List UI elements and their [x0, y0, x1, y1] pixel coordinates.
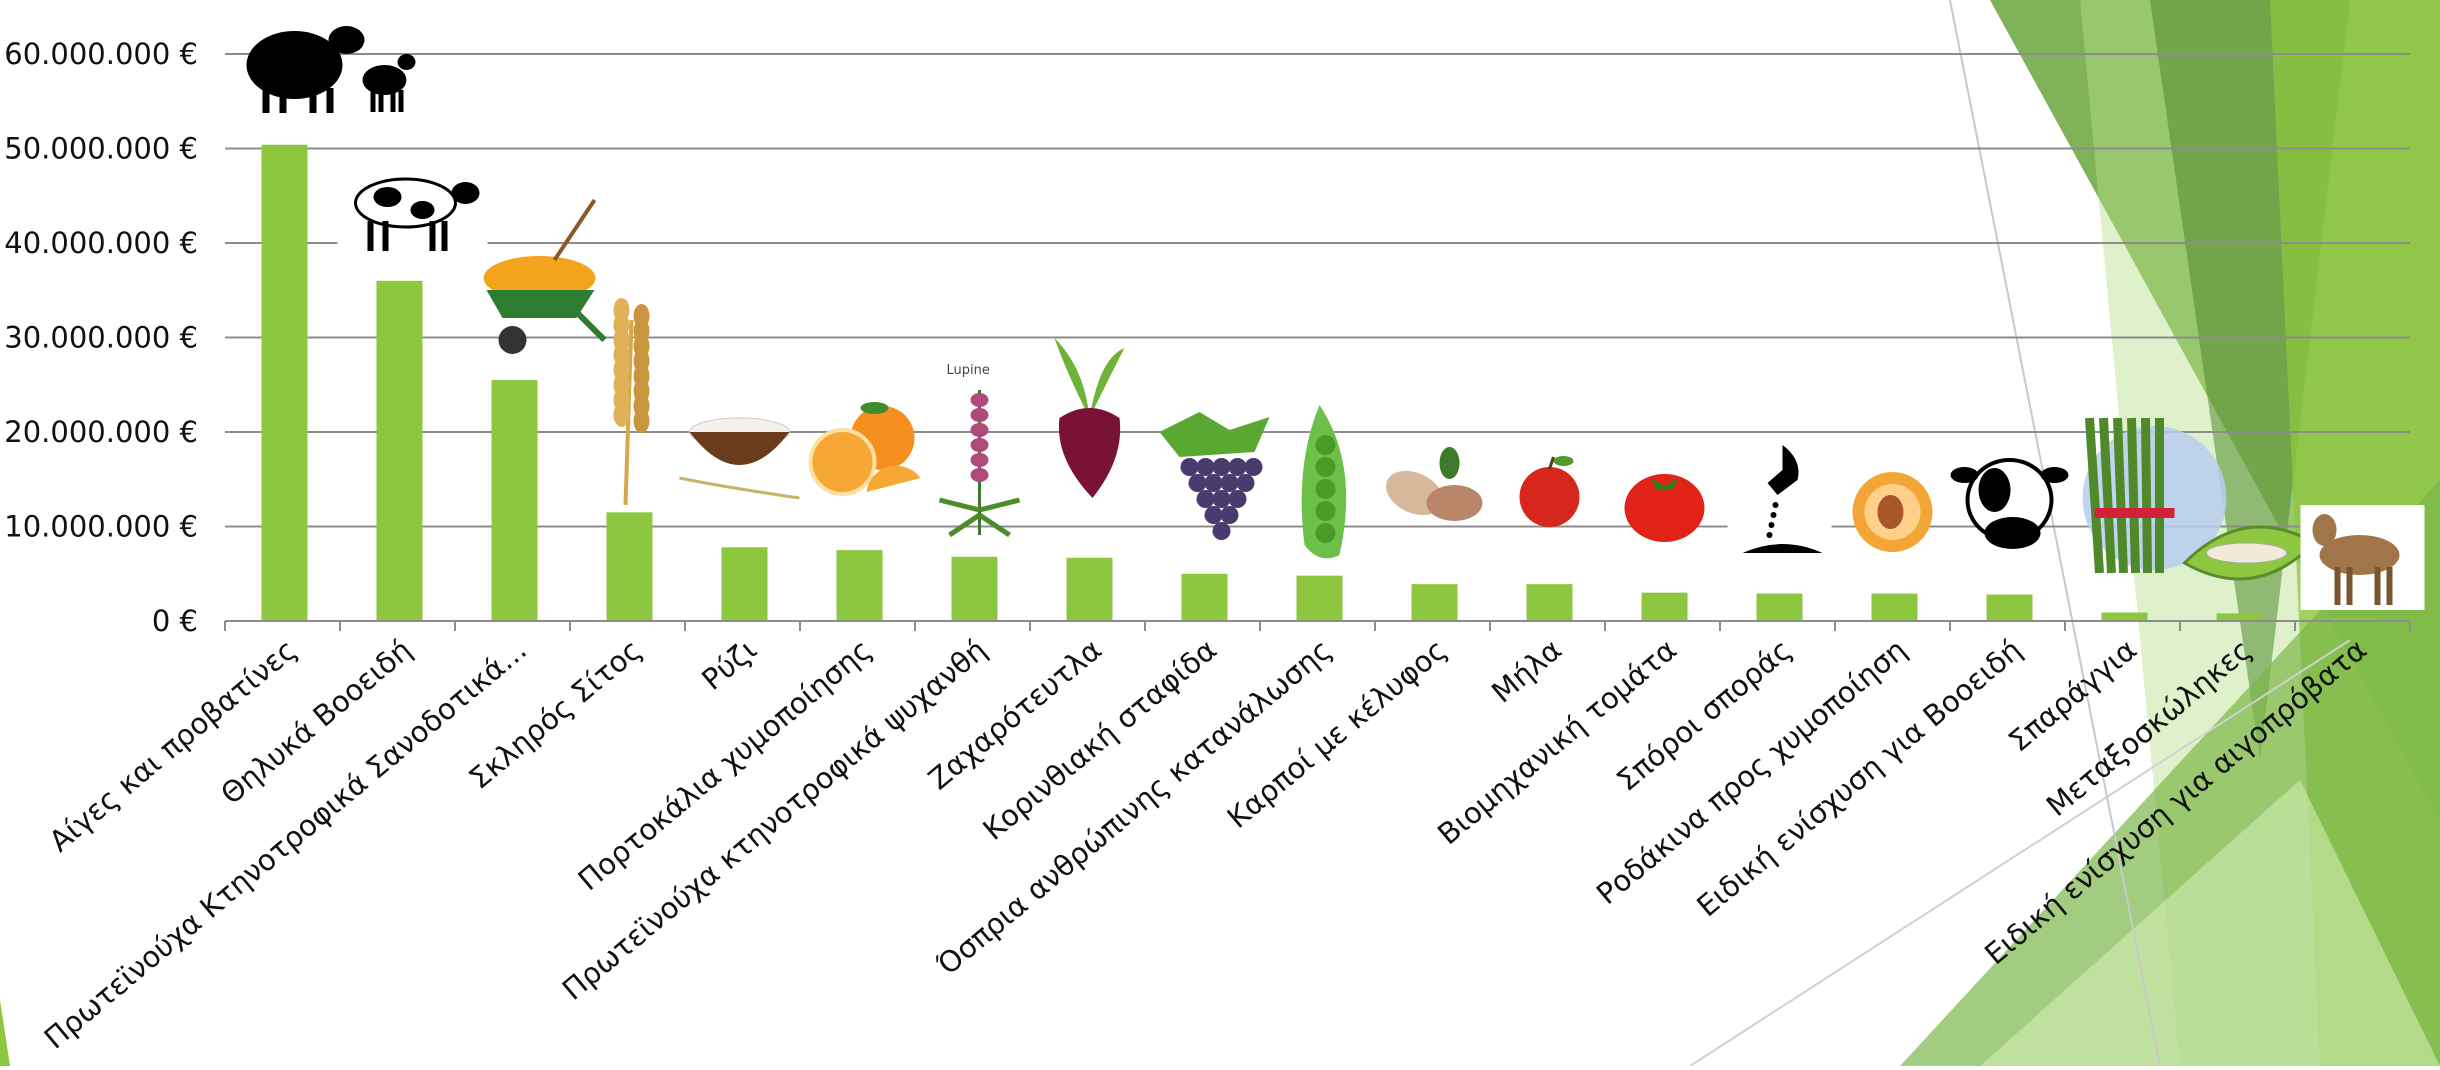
bar [2216, 613, 2263, 621]
peas-icon [1301, 405, 1347, 559]
bar [1411, 584, 1458, 621]
y-tick-label: 30.000.000 € [4, 321, 198, 355]
cow-icon [337, 165, 488, 255]
x-tick-label: Μήλα [1485, 632, 1568, 709]
y-tick-label: 0 € [152, 604, 198, 638]
y-tick-label: 20.000.000 € [4, 415, 198, 449]
bar [2101, 612, 2148, 621]
sugar-beet-icon [1054, 338, 1125, 498]
y-tick-label: 40.000.000 € [4, 226, 198, 260]
bar [606, 512, 653, 621]
bar [2331, 618, 2378, 621]
bar [376, 280, 423, 621]
y-tick-label: 10.000.000 € [4, 510, 198, 544]
grapes-icon [1159, 412, 1270, 540]
bar [1641, 592, 1688, 621]
x-tick-label: Θηλυκά Βοοειδή [214, 632, 418, 811]
bar [1526, 584, 1573, 621]
bar [1296, 575, 1343, 621]
lupine-label: Lupine [947, 363, 990, 378]
bar [1756, 593, 1803, 621]
x-tick-label: Πρωτεϊνούχα κτηνοτροφικά ψυχανθή [556, 632, 993, 1007]
almonds-icon [1386, 447, 1483, 521]
goat-icon [2300, 505, 2425, 610]
y-tick-label: 50.000.000 € [4, 132, 198, 166]
bars [261, 144, 2378, 621]
oranges-icon [808, 402, 921, 496]
lupine-plant-icon: Lupine [938, 363, 1021, 538]
peach-icon [1852, 472, 1933, 552]
asparagus-icon [2082, 417, 2227, 574]
bar [951, 556, 998, 621]
x-tick-label: Ρύζι [695, 632, 763, 697]
y-axis: 0 € 10.000.000 € 20.000.000 € 30.000.000 € 4… [4, 37, 198, 638]
bar [1986, 594, 2033, 621]
bar [261, 144, 308, 621]
bar [1181, 573, 1228, 621]
sowing-hand-icon [1727, 435, 1832, 570]
x-tick-label: Καρποί με κέλυφος [1221, 632, 1453, 835]
x-tick-label: Πρωτεϊνούχα Κτηνοτροφικά Σανοδοτικά... [38, 632, 533, 1055]
y-tick-label: 60.000.000 € [4, 37, 198, 71]
bar [1871, 593, 1918, 621]
bar [1066, 557, 1113, 621]
apple-icon [1519, 456, 1580, 527]
tomato-icon [1624, 474, 1705, 542]
rice-bowl-icon [679, 417, 800, 500]
bar [721, 547, 768, 621]
cow-head-icon [1950, 458, 2069, 549]
sheep-and-lamb-icon [246, 26, 416, 113]
wheat-icon [613, 298, 650, 506]
category-icons: Lupine [246, 26, 2425, 610]
hay-wheelbarrow-icon [483, 198, 607, 354]
bar [836, 550, 883, 621]
bar [491, 380, 538, 621]
